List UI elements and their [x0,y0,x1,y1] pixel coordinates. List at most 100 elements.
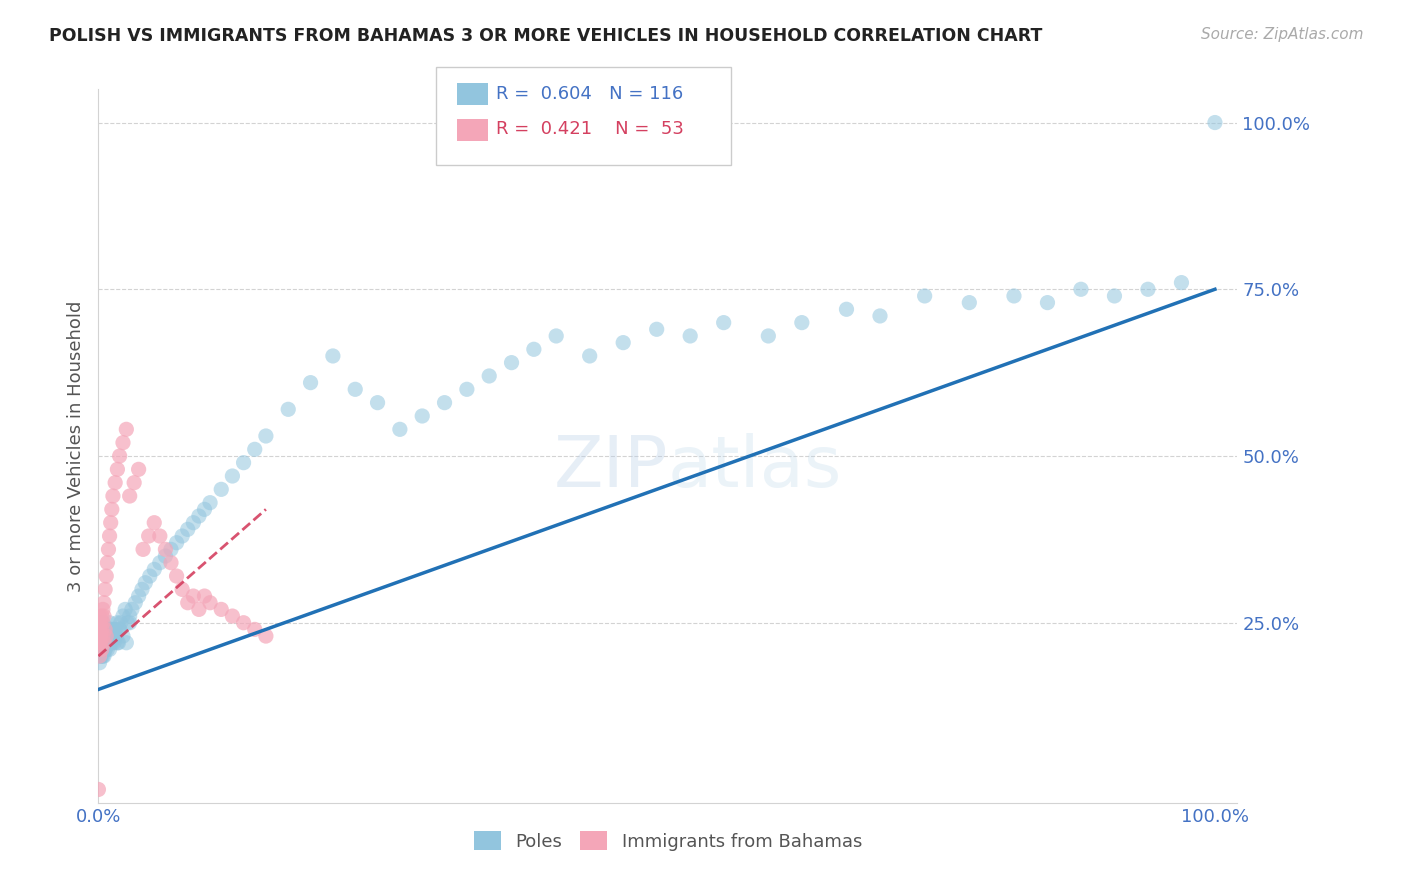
Point [111,435,134,450]
Point [118,609,141,624]
Point [456,382,478,396]
Point [90,609,112,624]
Point [115,422,138,436]
Point [1204,115,1226,129]
Point [105,629,128,643]
Text: R =  0.604   N = 116: R = 0.604 N = 116 [496,85,683,103]
Point [97,636,120,650]
Point [138,529,160,543]
Point [114,602,136,616]
Point [90,642,112,657]
Point [100,516,122,530]
Point [198,596,221,610]
Point [101,636,124,650]
Point [94,629,117,643]
Point [91,642,114,657]
Point [131,582,153,597]
Point [172,582,194,597]
Point [87,782,110,797]
Point [221,609,243,624]
Point [1136,282,1159,296]
Point [89,636,111,650]
Point [108,623,131,637]
Point [101,623,124,637]
Point [835,302,858,317]
Point [93,636,115,650]
Point [183,516,205,530]
Point [187,602,209,616]
Point [91,629,114,643]
Point [411,409,433,423]
Y-axis label: 3 or more Vehicles in Household: 3 or more Vehicles in Household [66,301,84,591]
Point [89,636,111,650]
Point [96,556,118,570]
Point [90,629,112,643]
Point [94,582,117,597]
Point [89,649,111,664]
Point [101,629,124,643]
Point [98,529,121,543]
Text: ZIP: ZIP [554,433,668,502]
Point [91,615,114,630]
Point [100,636,122,650]
Point [90,649,112,664]
Point [90,629,112,643]
Point [149,556,172,570]
Point [1170,276,1192,290]
Point [111,629,134,643]
Point [155,542,177,557]
Point [104,623,127,637]
Point [98,642,121,657]
Point [90,629,112,643]
Point [501,356,523,370]
Point [91,649,114,664]
Point [679,329,702,343]
Point [118,489,141,503]
Point [89,642,111,657]
Point [96,623,118,637]
Point [523,343,546,357]
Point [101,623,124,637]
Point [96,629,118,643]
Point [90,629,112,643]
Point [110,615,132,630]
Point [91,629,114,643]
Point [90,615,112,630]
Point [645,322,668,336]
Point [221,469,243,483]
Point [107,636,129,650]
Point [243,442,266,457]
Point [790,316,813,330]
Point [101,502,124,516]
Point [254,429,277,443]
Point [177,522,200,536]
Point [107,462,129,476]
Point [89,623,111,637]
Point [93,623,115,637]
Point [121,602,143,616]
Point [1070,282,1092,296]
Point [97,623,120,637]
Point [107,636,129,650]
Point [108,623,131,637]
Point [132,542,155,557]
Point [1036,295,1059,310]
Point [149,529,172,543]
Point [90,649,112,664]
Point [91,615,114,630]
Point [91,602,114,616]
Point [198,496,221,510]
Point [98,615,121,630]
Point [93,649,115,664]
Point [187,509,209,524]
Point [756,329,779,343]
Point [89,609,111,624]
Point [1104,289,1126,303]
Point [107,615,129,630]
Point [103,636,125,650]
Point [957,295,980,310]
Point [90,623,112,637]
Point [914,289,936,303]
Point [117,615,139,630]
Text: POLISH VS IMMIGRANTS FROM BAHAMAS 3 OR MORE VEHICLES IN HOUSEHOLD CORRELATION CH: POLISH VS IMMIGRANTS FROM BAHAMAS 3 OR M… [49,27,1043,45]
